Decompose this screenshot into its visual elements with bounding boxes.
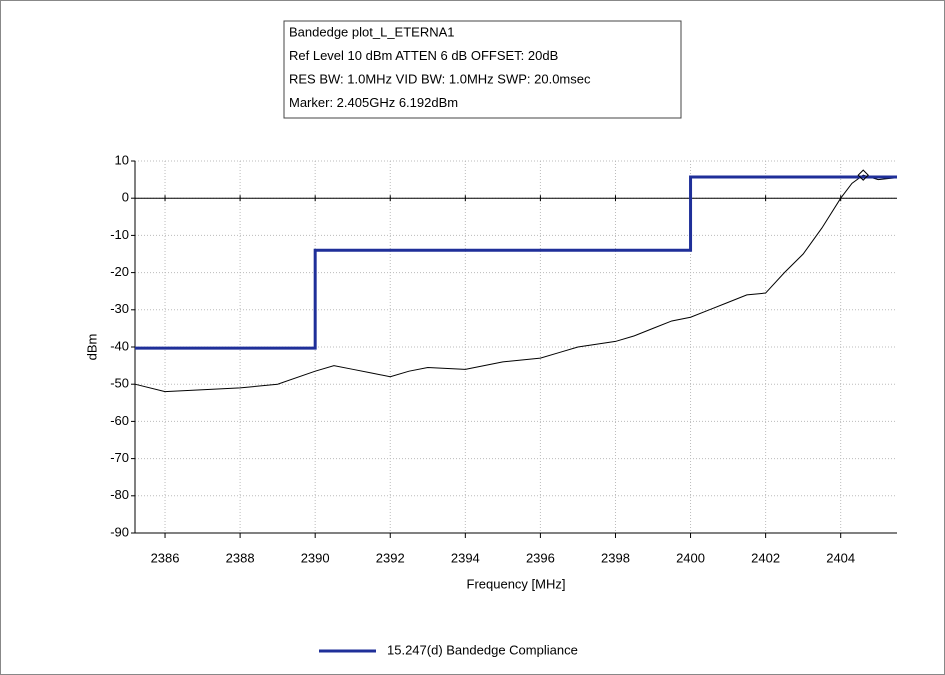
x-tick-label: 2398 bbox=[601, 550, 630, 565]
y-tick-label: -30 bbox=[110, 301, 129, 316]
series-line bbox=[134, 174, 898, 393]
x-tick-label: 2402 bbox=[751, 550, 780, 565]
x-tick-label: 2396 bbox=[526, 550, 555, 565]
y-axis-label: dBm bbox=[84, 334, 99, 361]
y-tick-label: -10 bbox=[110, 227, 129, 242]
y-tick-label: -70 bbox=[110, 450, 129, 465]
y-tick-label: -60 bbox=[110, 413, 129, 428]
x-tick-label: 2404 bbox=[826, 550, 855, 565]
x-axis-label: Frequency [MHz] bbox=[467, 576, 566, 591]
series-line bbox=[135, 175, 897, 350]
info-line: Bandedge plot_L_ETERNA1 bbox=[289, 24, 455, 39]
info-line: Ref Level 10 dBm ATTEN 6 dB OFFSET: 20dB bbox=[289, 48, 558, 63]
x-tick-label: 2400 bbox=[676, 550, 705, 565]
marker bbox=[857, 169, 869, 181]
legend-label: 15.247(d) Bandedge Compliance bbox=[387, 642, 578, 657]
info-line: RES BW: 1.0MHz VID BW: 1.0MHz SWP: 20.0m… bbox=[289, 71, 591, 86]
y-tick-label: -90 bbox=[110, 524, 129, 539]
y-tick-label: -40 bbox=[110, 338, 129, 353]
info-box bbox=[283, 20, 682, 119]
x-tick-label: 2386 bbox=[151, 550, 180, 565]
x-tick-label: 2390 bbox=[301, 550, 330, 565]
y-tick-label: -20 bbox=[110, 264, 129, 279]
y-tick-label: -50 bbox=[110, 376, 129, 391]
y-tick-label: -80 bbox=[110, 487, 129, 502]
info-line: Marker: 2.405GHz 6.192dBm bbox=[289, 95, 458, 110]
x-tick-label: 2394 bbox=[451, 550, 480, 565]
y-tick-label: 0 bbox=[122, 190, 129, 205]
y-tick-label: 10 bbox=[115, 152, 129, 167]
x-tick-label: 2392 bbox=[376, 550, 405, 565]
x-tick-label: 2388 bbox=[226, 550, 255, 565]
